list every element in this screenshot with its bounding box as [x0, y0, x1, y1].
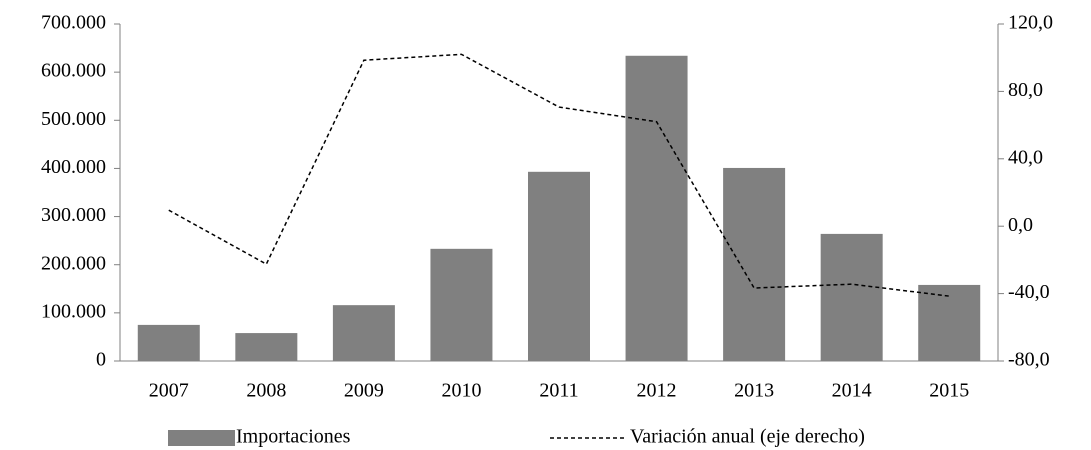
x-tick-label: 2009	[344, 380, 384, 402]
legend-swatch	[168, 430, 235, 446]
y-tick-label: 400.000	[41, 156, 106, 178]
bar	[235, 333, 298, 361]
y-tick-label: 700.000	[41, 12, 106, 34]
bar	[625, 55, 688, 361]
y-tick-label: 300.000	[41, 204, 106, 226]
bar	[723, 167, 786, 361]
legend-label: Variación anual (eje derecho)	[630, 426, 865, 448]
y-tick-label: 600.000	[41, 60, 106, 82]
bar	[918, 284, 981, 361]
y2-tick-label: 0,0	[1008, 214, 1033, 236]
y2-tick-label: -80,0	[1008, 349, 1050, 371]
y2-tick-label: 120,0	[1008, 12, 1053, 34]
x-tick-label: 2008	[246, 380, 286, 402]
y-tick-label: 100.000	[41, 300, 106, 322]
x-tick-label: 2013	[734, 380, 774, 402]
y-tick-label: 200.000	[41, 252, 106, 274]
x-tick-label: 2014	[832, 380, 872, 402]
x-tick-label: 2012	[637, 380, 677, 402]
bar	[332, 305, 395, 361]
bar	[137, 324, 200, 361]
y2-tick-label: -40,0	[1008, 281, 1050, 303]
y2-tick-label: 80,0	[1008, 79, 1043, 101]
bar	[528, 171, 590, 361]
x-tick-label: 2011	[539, 380, 578, 402]
line	[168, 53, 950, 297]
x-tick-label: 2010	[441, 380, 481, 402]
bar	[820, 233, 883, 361]
x-tick-label: 2007	[149, 380, 189, 402]
y2-tick-label: 40,0	[1008, 146, 1043, 168]
bar	[430, 248, 493, 361]
x-tick-label: 2015	[929, 380, 969, 402]
legend-label: Importaciones	[236, 426, 351, 448]
y-tick-label: 0	[96, 349, 106, 371]
y-tick-label: 500.000	[41, 108, 106, 130]
